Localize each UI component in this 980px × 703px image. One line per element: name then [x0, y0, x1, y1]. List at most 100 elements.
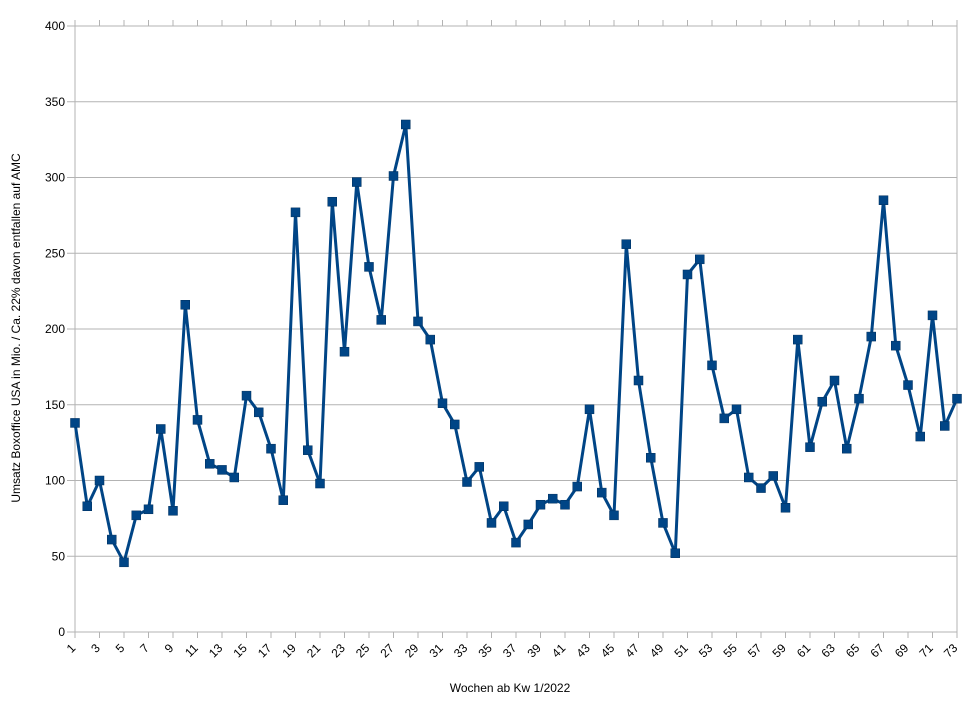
- x-tick-label: 3: [88, 641, 103, 656]
- x-tick-label: 63: [818, 641, 838, 661]
- data-point: [572, 481, 582, 492]
- data-point: [205, 459, 215, 469]
- data-point: [119, 557, 129, 568]
- data-point: [597, 487, 607, 498]
- data-point: [646, 453, 656, 463]
- data-point: [82, 501, 92, 512]
- data-point: [940, 421, 950, 431]
- data-point: [303, 445, 313, 455]
- data-point: [107, 534, 117, 545]
- x-axis-title: Wochen ab Kw 1/2022: [450, 681, 571, 695]
- x-tick-label: 69: [892, 641, 912, 661]
- data-point: [854, 393, 864, 404]
- data-point: [560, 499, 570, 510]
- data-point: [707, 360, 717, 371]
- data-point: [511, 537, 521, 548]
- x-tick-label: 25: [353, 641, 373, 661]
- x-tick-label: 29: [402, 641, 422, 661]
- data-point: [217, 465, 227, 475]
- data-point: [768, 471, 778, 481]
- data-point: [842, 443, 852, 454]
- data-point: [254, 407, 264, 418]
- data-point: [339, 346, 350, 357]
- data-point: [780, 503, 791, 513]
- y-tick-label: 50: [52, 549, 66, 563]
- data-point: [462, 477, 472, 487]
- x-tick-label: 5: [113, 641, 128, 656]
- data-point: [952, 393, 962, 404]
- x-tick-label: 41: [549, 641, 569, 661]
- data-point: [535, 499, 546, 510]
- data-point: [499, 501, 509, 512]
- data-points: [70, 119, 962, 568]
- data-point: [364, 262, 374, 272]
- data-point: [352, 177, 362, 187]
- data-point: [891, 340, 901, 351]
- data-point: [180, 300, 190, 310]
- x-tick-label: 21: [304, 641, 324, 661]
- data-point: [866, 331, 876, 342]
- data-point: [523, 519, 533, 530]
- data-point: [609, 510, 619, 521]
- y-tick-label: 400: [45, 19, 65, 33]
- x-tick-label: 17: [255, 641, 275, 661]
- y-axis-ticks: 0 50 100 150 200 250 300 350 400: [45, 19, 65, 639]
- data-point: [192, 415, 203, 425]
- x-tick-label: 11: [182, 641, 201, 660]
- data-point: [878, 195, 889, 205]
- x-tick-label: 39: [524, 641, 544, 661]
- data-point: [670, 548, 680, 558]
- series-line: [73, 123, 959, 564]
- x-tick-label: 49: [647, 641, 667, 661]
- x-tick-label: 33: [451, 641, 471, 661]
- data-point: [731, 404, 742, 415]
- y-tick-label: 200: [45, 322, 65, 336]
- x-tick-label: 27: [377, 641, 397, 661]
- y-tick-label: 100: [45, 474, 65, 488]
- data-point: [278, 495, 288, 505]
- x-tick-label: 73: [941, 641, 961, 661]
- data-point: [450, 419, 460, 430]
- data-point: [633, 375, 644, 386]
- data-point: [229, 472, 239, 483]
- data-point: [388, 171, 399, 181]
- data-point: [903, 380, 913, 390]
- y-tick-label: 250: [45, 246, 65, 260]
- x-tick-label: 65: [843, 641, 863, 661]
- x-tick-label: 61: [794, 641, 814, 661]
- data-point: [829, 375, 840, 386]
- x-tick-label: 7: [137, 641, 152, 656]
- data-point: [241, 390, 252, 401]
- data-point: [290, 207, 301, 218]
- x-tick-label: 13: [206, 641, 226, 661]
- data-point: [315, 478, 325, 489]
- data-point: [401, 119, 411, 130]
- x-tick-label: 19: [279, 641, 299, 661]
- x-tick-label: 15: [230, 641, 250, 661]
- data-point: [474, 462, 484, 472]
- data-point: [168, 506, 178, 516]
- y-tick-label: 300: [45, 171, 65, 185]
- data-point: [70, 418, 80, 428]
- x-tick-label: 31: [426, 641, 446, 661]
- data-point: [143, 504, 154, 515]
- data-point: [805, 442, 815, 452]
- data-point: [437, 398, 448, 408]
- data-point: [131, 510, 141, 521]
- x-tick-label: 59: [769, 641, 789, 661]
- data-point: [927, 310, 938, 321]
- x-tick-label: 71: [916, 641, 936, 661]
- x-tick-label: 57: [745, 641, 765, 661]
- x-tick-label: 43: [573, 641, 593, 661]
- data-point: [682, 269, 693, 280]
- data-point: [486, 518, 497, 528]
- data-point: [621, 239, 631, 249]
- data-point: [719, 413, 729, 424]
- x-tick-label: 45: [598, 641, 618, 661]
- data-point: [744, 472, 754, 483]
- y-tick-label: 350: [45, 95, 65, 109]
- y-tick-label: 150: [45, 398, 65, 412]
- data-point: [658, 518, 668, 528]
- data-point: [793, 334, 803, 345]
- data-point: [695, 254, 705, 265]
